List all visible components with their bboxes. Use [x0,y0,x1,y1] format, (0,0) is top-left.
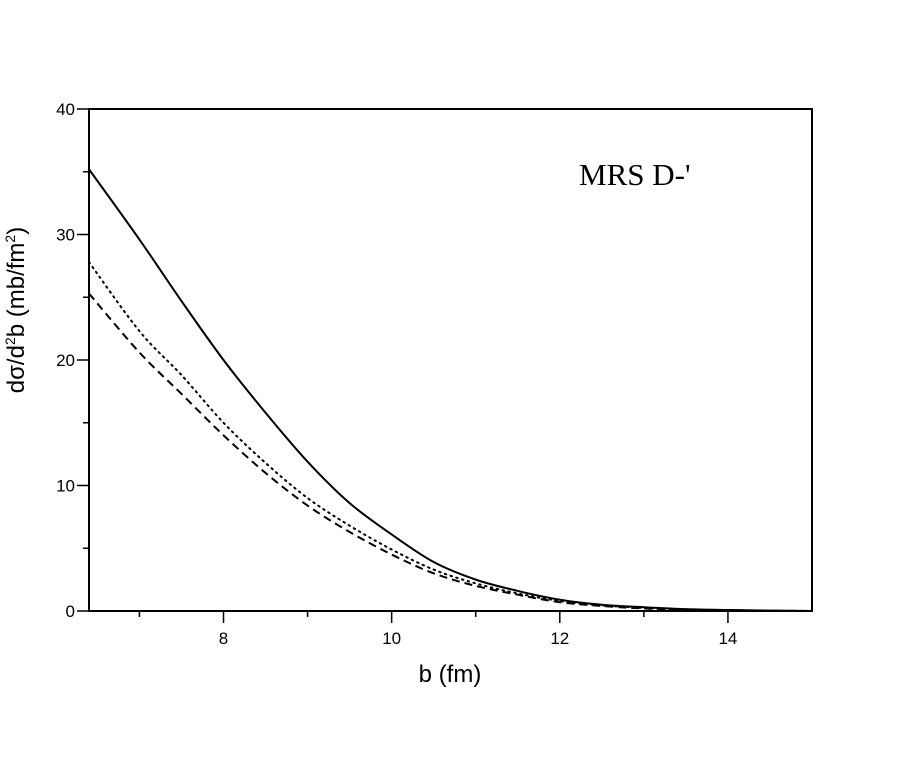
axis-ticks [77,108,729,623]
x-tick-label: 10 [382,629,401,648]
series-line-solid [88,168,813,612]
x-tick-label: 8 [219,629,228,648]
y-axis-title-sup2: 2 [2,235,18,243]
annotation-label: MRS D-' [579,157,691,192]
series-line-dotted [88,261,813,612]
x-tick-label: 12 [550,629,569,648]
x-tick-label: 14 [718,629,737,648]
y-tick-label: 0 [66,602,75,621]
y-tick-label: 20 [56,351,75,370]
y-axis-title-part1: dσ/d [3,345,30,393]
y-tick-label: 40 [56,100,75,119]
series-line-dashed [88,292,813,612]
y-axis-title: dσ/d2b (mb/fm2) [2,227,30,393]
axis-tick-labels: 8 10 12 14 0 10 20 30 40 [56,100,737,648]
y-axis-title-part3: ) [3,227,30,235]
y-tick-label: 10 [56,477,75,496]
y-axis-title-part2: b (mb/fm [3,243,30,338]
plot-frame [88,108,813,612]
y-axis-title-sup1: 2 [2,337,18,345]
y-tick-label: 30 [56,226,75,245]
plot-lines [88,168,813,612]
x-axis-title: b (fm) [419,661,482,688]
